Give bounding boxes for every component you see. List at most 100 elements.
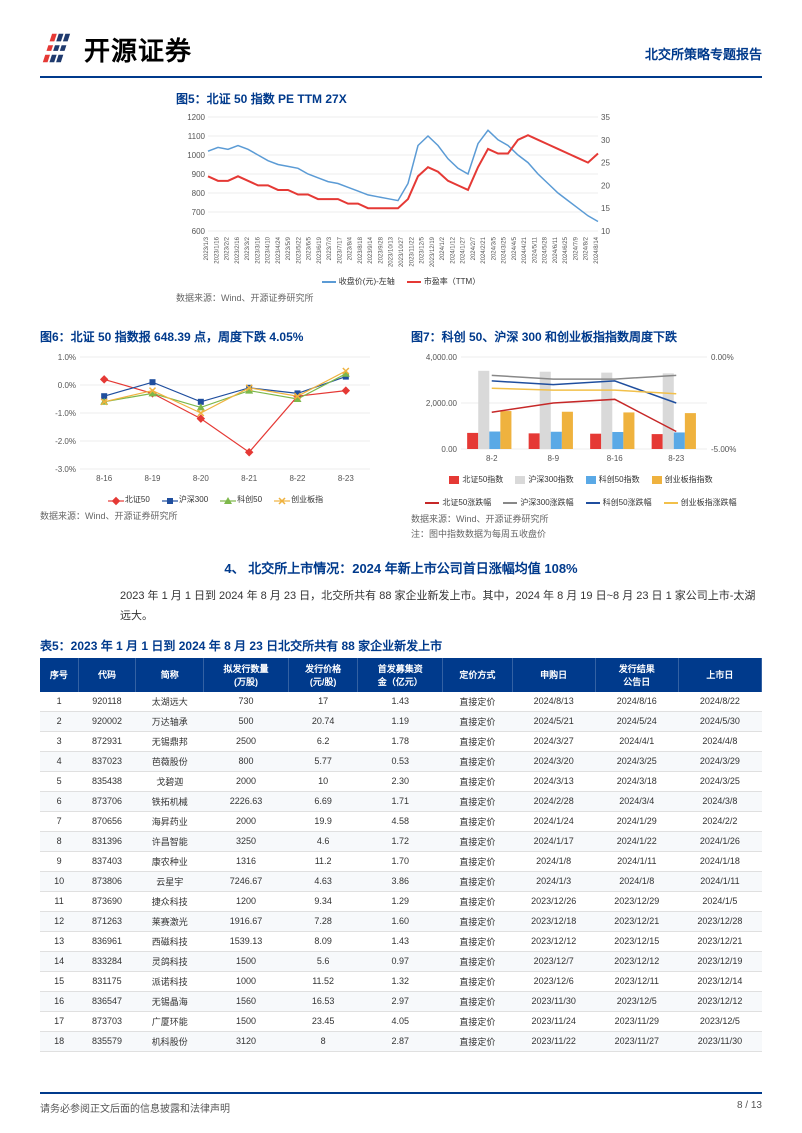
table-row: 4837023芭薇股份8005.770.53直接定价2024/3/202024/…: [40, 751, 762, 771]
table-cell: 直接定价: [443, 891, 513, 911]
chart7-container: 图7：科创 50、沪深 300 和创业板指指数周度下跌 0.002,000.00…: [411, 320, 762, 540]
table-row: 18835579机科股份312082.87直接定价2023/11/222023/…: [40, 1031, 762, 1051]
table-cell: 2023/12/11: [595, 971, 678, 991]
table-cell: 2023/12/19: [678, 951, 761, 971]
svg-text:700: 700: [192, 208, 206, 217]
table-row: 15831175派诺科技100011.521.32直接定价2023/12/620…: [40, 971, 762, 991]
svg-text:2023/5/22: 2023/5/22: [296, 236, 302, 263]
table-cell: 1.78: [358, 731, 443, 751]
table-cell: 12: [40, 911, 78, 931]
svg-text:35: 35: [601, 113, 610, 122]
table-cell: 西磁科技: [136, 931, 204, 951]
table-cell: 2024/4/8: [678, 731, 761, 751]
table-row: 13836961西磁科技1539.138.091.43直接定价2023/12/1…: [40, 931, 762, 951]
table-cell: 836961: [78, 931, 136, 951]
table-cell: 直接定价: [443, 1031, 513, 1051]
svg-text:2023/9/28: 2023/9/28: [378, 236, 384, 263]
chart6-container: 图6：北证 50 指数报 648.39 点，周度下跌 4.05% -3.0%-2…: [40, 320, 391, 540]
table-cell: 云星宇: [136, 871, 204, 891]
svg-text:2023/4/24: 2023/4/24: [276, 236, 282, 263]
logo-area: 开源证券: [40, 30, 192, 68]
table-cell: 2024/3/18: [595, 771, 678, 791]
table-cell: 海昇药业: [136, 811, 204, 831]
svg-text:2023/7/3: 2023/7/3: [327, 236, 333, 260]
table-cell: 20.74: [288, 711, 358, 731]
table-row: 17873703广厦环能150023.454.05直接定价2023/11/242…: [40, 1011, 762, 1031]
table-header-cell: 简称: [136, 658, 204, 692]
svg-text:2024/5/28: 2024/5/28: [543, 236, 549, 263]
report-category-title: 北交所策略专题报告: [645, 44, 762, 63]
svg-text:2023/9/14: 2023/9/14: [368, 236, 374, 263]
table-cell: 2024/3/25: [595, 751, 678, 771]
table-cell: 2.97: [358, 991, 443, 1011]
svg-text:2023/11/22: 2023/11/22: [409, 236, 415, 266]
table-cell: 2023/11/24: [512, 1011, 595, 1031]
table-cell: 直接定价: [443, 692, 513, 712]
svg-text:2024/8/14: 2024/8/14: [594, 236, 600, 263]
svg-text:10: 10: [601, 227, 610, 236]
svg-text:8-23: 8-23: [338, 474, 355, 483]
table-header-cell: 首发募集资金（亿元）: [358, 658, 443, 692]
table-cell: 837403: [78, 851, 136, 871]
svg-text:0.00%: 0.00%: [711, 353, 734, 362]
table-cell: 直接定价: [443, 931, 513, 951]
table-cell: 2023/11/29: [595, 1011, 678, 1031]
table-header-cell: 定价方式: [443, 658, 513, 692]
table-header-cell: 拟发行数量(万股): [204, 658, 289, 692]
table-cell: 2000: [204, 771, 289, 791]
table-cell: 14: [40, 951, 78, 971]
svg-text:1.0%: 1.0%: [58, 353, 76, 362]
table-cell: 831175: [78, 971, 136, 991]
table-cell: 1.71: [358, 791, 443, 811]
table-cell: 2024/8/13: [512, 692, 595, 712]
chart5-legend: 收盘价(元)-左轴 市盈率（TTM）: [176, 276, 626, 287]
table-cell: 2024/2/2: [678, 811, 761, 831]
table-cell: 2024/1/8: [512, 851, 595, 871]
table-cell: 莱赛激光: [136, 911, 204, 931]
table-cell: 7246.67: [204, 871, 289, 891]
chart5-source: 数据来源：Wind、开源证券研究所: [176, 291, 626, 304]
table-cell: 2024/1/26: [678, 831, 761, 851]
chart7-legend: 北证50指数沪深300指数科创50指数创业板指指数北证50涨跌幅沪深300涨跌幅…: [411, 474, 751, 508]
table-cell: 5: [40, 771, 78, 791]
table-cell: 837023: [78, 751, 136, 771]
table-cell: 2024/3/13: [512, 771, 595, 791]
svg-text:15: 15: [601, 204, 610, 213]
table-cell: 4: [40, 751, 78, 771]
table-row: 3872931无锡鼎邦25006.21.78直接定价2024/3/272024/…: [40, 731, 762, 751]
table-cell: 2023/11/30: [512, 991, 595, 1011]
table-cell: 2: [40, 711, 78, 731]
table5-title: 表5：2023 年 1 月 1 日到 2024 年 8 月 23 日北交所共有 …: [40, 637, 762, 654]
svg-text:2024/5/11: 2024/5/11: [532, 236, 538, 263]
table-cell: 直接定价: [443, 811, 513, 831]
chart6-source: 数据来源：Wind、开源证券研究所: [40, 509, 391, 522]
table-cell: 0.53: [358, 751, 443, 771]
table5-header-row: 序号代码简称拟发行数量(万股)发行价格(元/股)首发募集资金（亿元）定价方式申购…: [40, 658, 762, 692]
table-cell: 4.58: [358, 811, 443, 831]
table-cell: 4.6: [288, 831, 358, 851]
svg-text:800: 800: [192, 189, 206, 198]
table-cell: 1.72: [358, 831, 443, 851]
page-header: 开源证券 北交所策略专题报告: [40, 30, 762, 78]
table-cell: 10: [288, 771, 358, 791]
table-cell: 直接定价: [443, 751, 513, 771]
table-cell: 2500: [204, 731, 289, 751]
table-cell: 873703: [78, 1011, 136, 1031]
table-cell: 无锡晶海: [136, 991, 204, 1011]
table-cell: 2023/12/15: [595, 931, 678, 951]
table-cell: 16.53: [288, 991, 358, 1011]
table-cell: 4.05: [358, 1011, 443, 1031]
charts-6-7-row: 图6：北证 50 指数报 648.39 点，周度下跌 4.05% -3.0%-2…: [40, 320, 762, 540]
table-cell: 2024/2/28: [512, 791, 595, 811]
table-cell: 万达轴承: [136, 711, 204, 731]
logo-text: 开源证券: [84, 31, 192, 68]
table-cell: 9.34: [288, 891, 358, 911]
table-cell: 2024/1/17: [512, 831, 595, 851]
table-cell: 1.70: [358, 851, 443, 871]
svg-text:2023/3/16: 2023/3/16: [255, 236, 261, 263]
table-cell: 2023/12/12: [512, 931, 595, 951]
table-cell: 870656: [78, 811, 136, 831]
table-cell: 2023/12/18: [512, 911, 595, 931]
kaiyuan-logo-icon: [40, 30, 78, 68]
legend-close-label: 收盘价(元)-左轴: [339, 276, 395, 287]
